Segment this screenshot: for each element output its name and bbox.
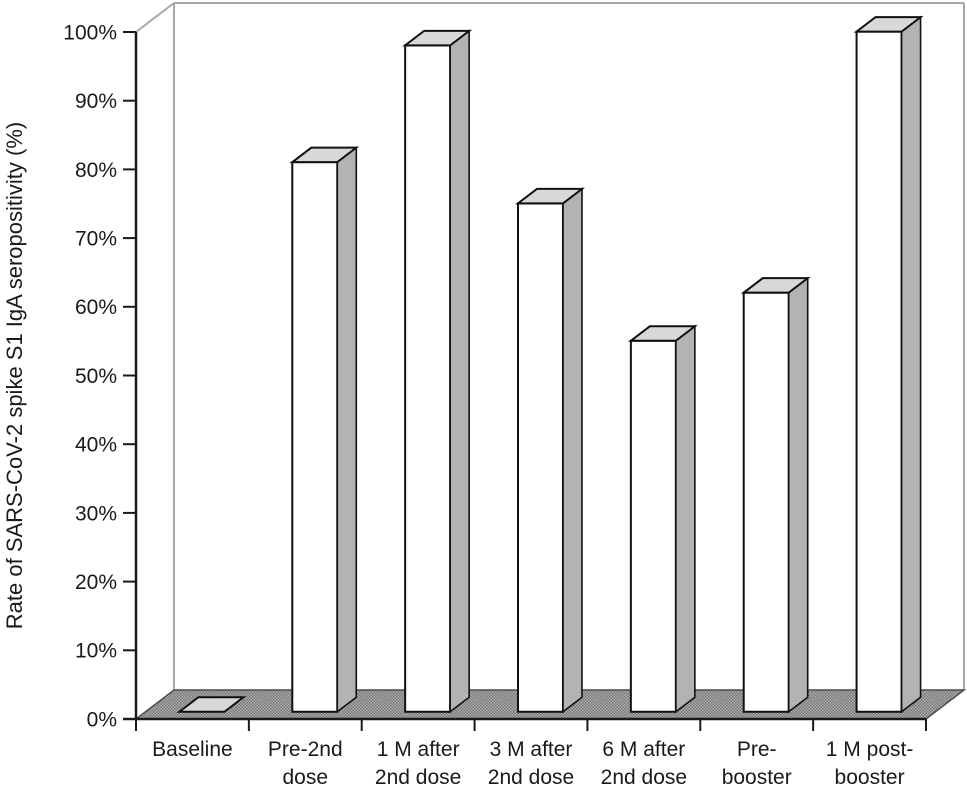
bar-1-m-post-booster: [853, 15, 924, 714]
x-category-label-1-m-post-booster: 1 M post-booster: [826, 738, 914, 789]
x-category-label-line: 1 M post-: [826, 738, 914, 761]
bar-top-face: [402, 29, 473, 47]
x-category-label-line: Pre-: [737, 738, 777, 761]
y-tick-label-50: 50%: [75, 365, 117, 388]
y-tick-label-100: 100%: [63, 21, 117, 44]
x-category-label-line: 3 M after: [490, 738, 573, 761]
x-category-label-line: booster: [722, 766, 792, 789]
bar-side-face: [787, 276, 809, 714]
y-tick-label-30: 30%: [75, 502, 117, 525]
y-axis-title: Rate of SARS-CoV-2 spike S1 IgA seroposi…: [2, 122, 27, 629]
y-tick-label-90: 90%: [75, 90, 117, 113]
bar-pre-2nd-dose: [289, 146, 360, 714]
x-category-label-pre-booster: Pre-booster: [722, 738, 792, 789]
bar-side-face: [562, 187, 583, 714]
y-tick-label-70: 70%: [75, 227, 117, 250]
x-category-label-line: Pre-2nd: [268, 738, 343, 761]
x-category-label-line: booster: [835, 766, 905, 789]
bar-3-m-after-2nd-dose: [515, 187, 585, 714]
bar-1-m-after-2nd-dose: [402, 29, 473, 714]
bar-top-face: [289, 146, 360, 164]
bar-front-face: [742, 291, 790, 713]
bar-front-face: [855, 30, 903, 713]
bar-baseline: [176, 696, 247, 713]
bar-top-face: [740, 277, 811, 294]
x-category-label-1-m-after-2nd-dose: 1 M after 2nd dose: [375, 738, 461, 789]
x-category-label-line: 2nd dose: [488, 766, 574, 789]
y-tick-label-0: 0%: [87, 708, 117, 731]
x-category-label-line: 2nd dose: [375, 766, 461, 789]
bar-side-face: [449, 29, 470, 714]
x-category-label-line: 2nd dose: [601, 766, 687, 789]
y-tick-label-60: 60%: [75, 296, 117, 319]
bar-front-face: [404, 44, 452, 713]
x-category-label-baseline: Baseline: [152, 738, 233, 761]
plot-frame: [135, 2, 965, 690]
bar-6-m-after-2nd-dose: [627, 324, 698, 714]
bar-top-face: [853, 16, 924, 33]
bars: [176, 15, 924, 714]
y-tick-label-20: 20%: [75, 571, 117, 594]
x-category-label-line: 1 M after: [377, 738, 460, 761]
bar-pre-booster: [740, 276, 811, 714]
bar-side-face: [900, 15, 922, 714]
x-category-label-line: 6 M after: [602, 738, 685, 761]
bar-side-face: [336, 146, 358, 714]
frame-topleft-diagonal: [135, 2, 175, 33]
x-category-label-pre-2nd-dose: Pre-2nd dose: [268, 738, 343, 789]
bar-top-face: [176, 696, 247, 713]
y-tick-label-10: 10%: [75, 640, 117, 663]
bar-top-face: [627, 325, 698, 342]
x-category-label-6-m-after-2nd-dose: 6 M after 2nd dose: [601, 738, 687, 789]
bar-front-face: [517, 202, 564, 713]
bar-front-face: [629, 339, 677, 713]
x-category-label-line: Baseline: [152, 738, 233, 761]
x-category-label-line: dose: [283, 766, 329, 789]
axis-labels: 0% 10% 20% 30% 40% 50% 60% 70% 80% 90% 100% Baselin…: [2, 21, 913, 789]
bar-top-face: [515, 187, 585, 205]
bar-side-face: [675, 324, 696, 714]
bar-front-face: [291, 161, 339, 713]
y-tick-label-40: 40%: [75, 434, 117, 457]
y-tick-label-80: 80%: [75, 159, 117, 182]
axes: [123, 31, 927, 731]
x-category-label-3-m-after-2nd-dose: 3 M after 2nd dose: [488, 738, 574, 789]
